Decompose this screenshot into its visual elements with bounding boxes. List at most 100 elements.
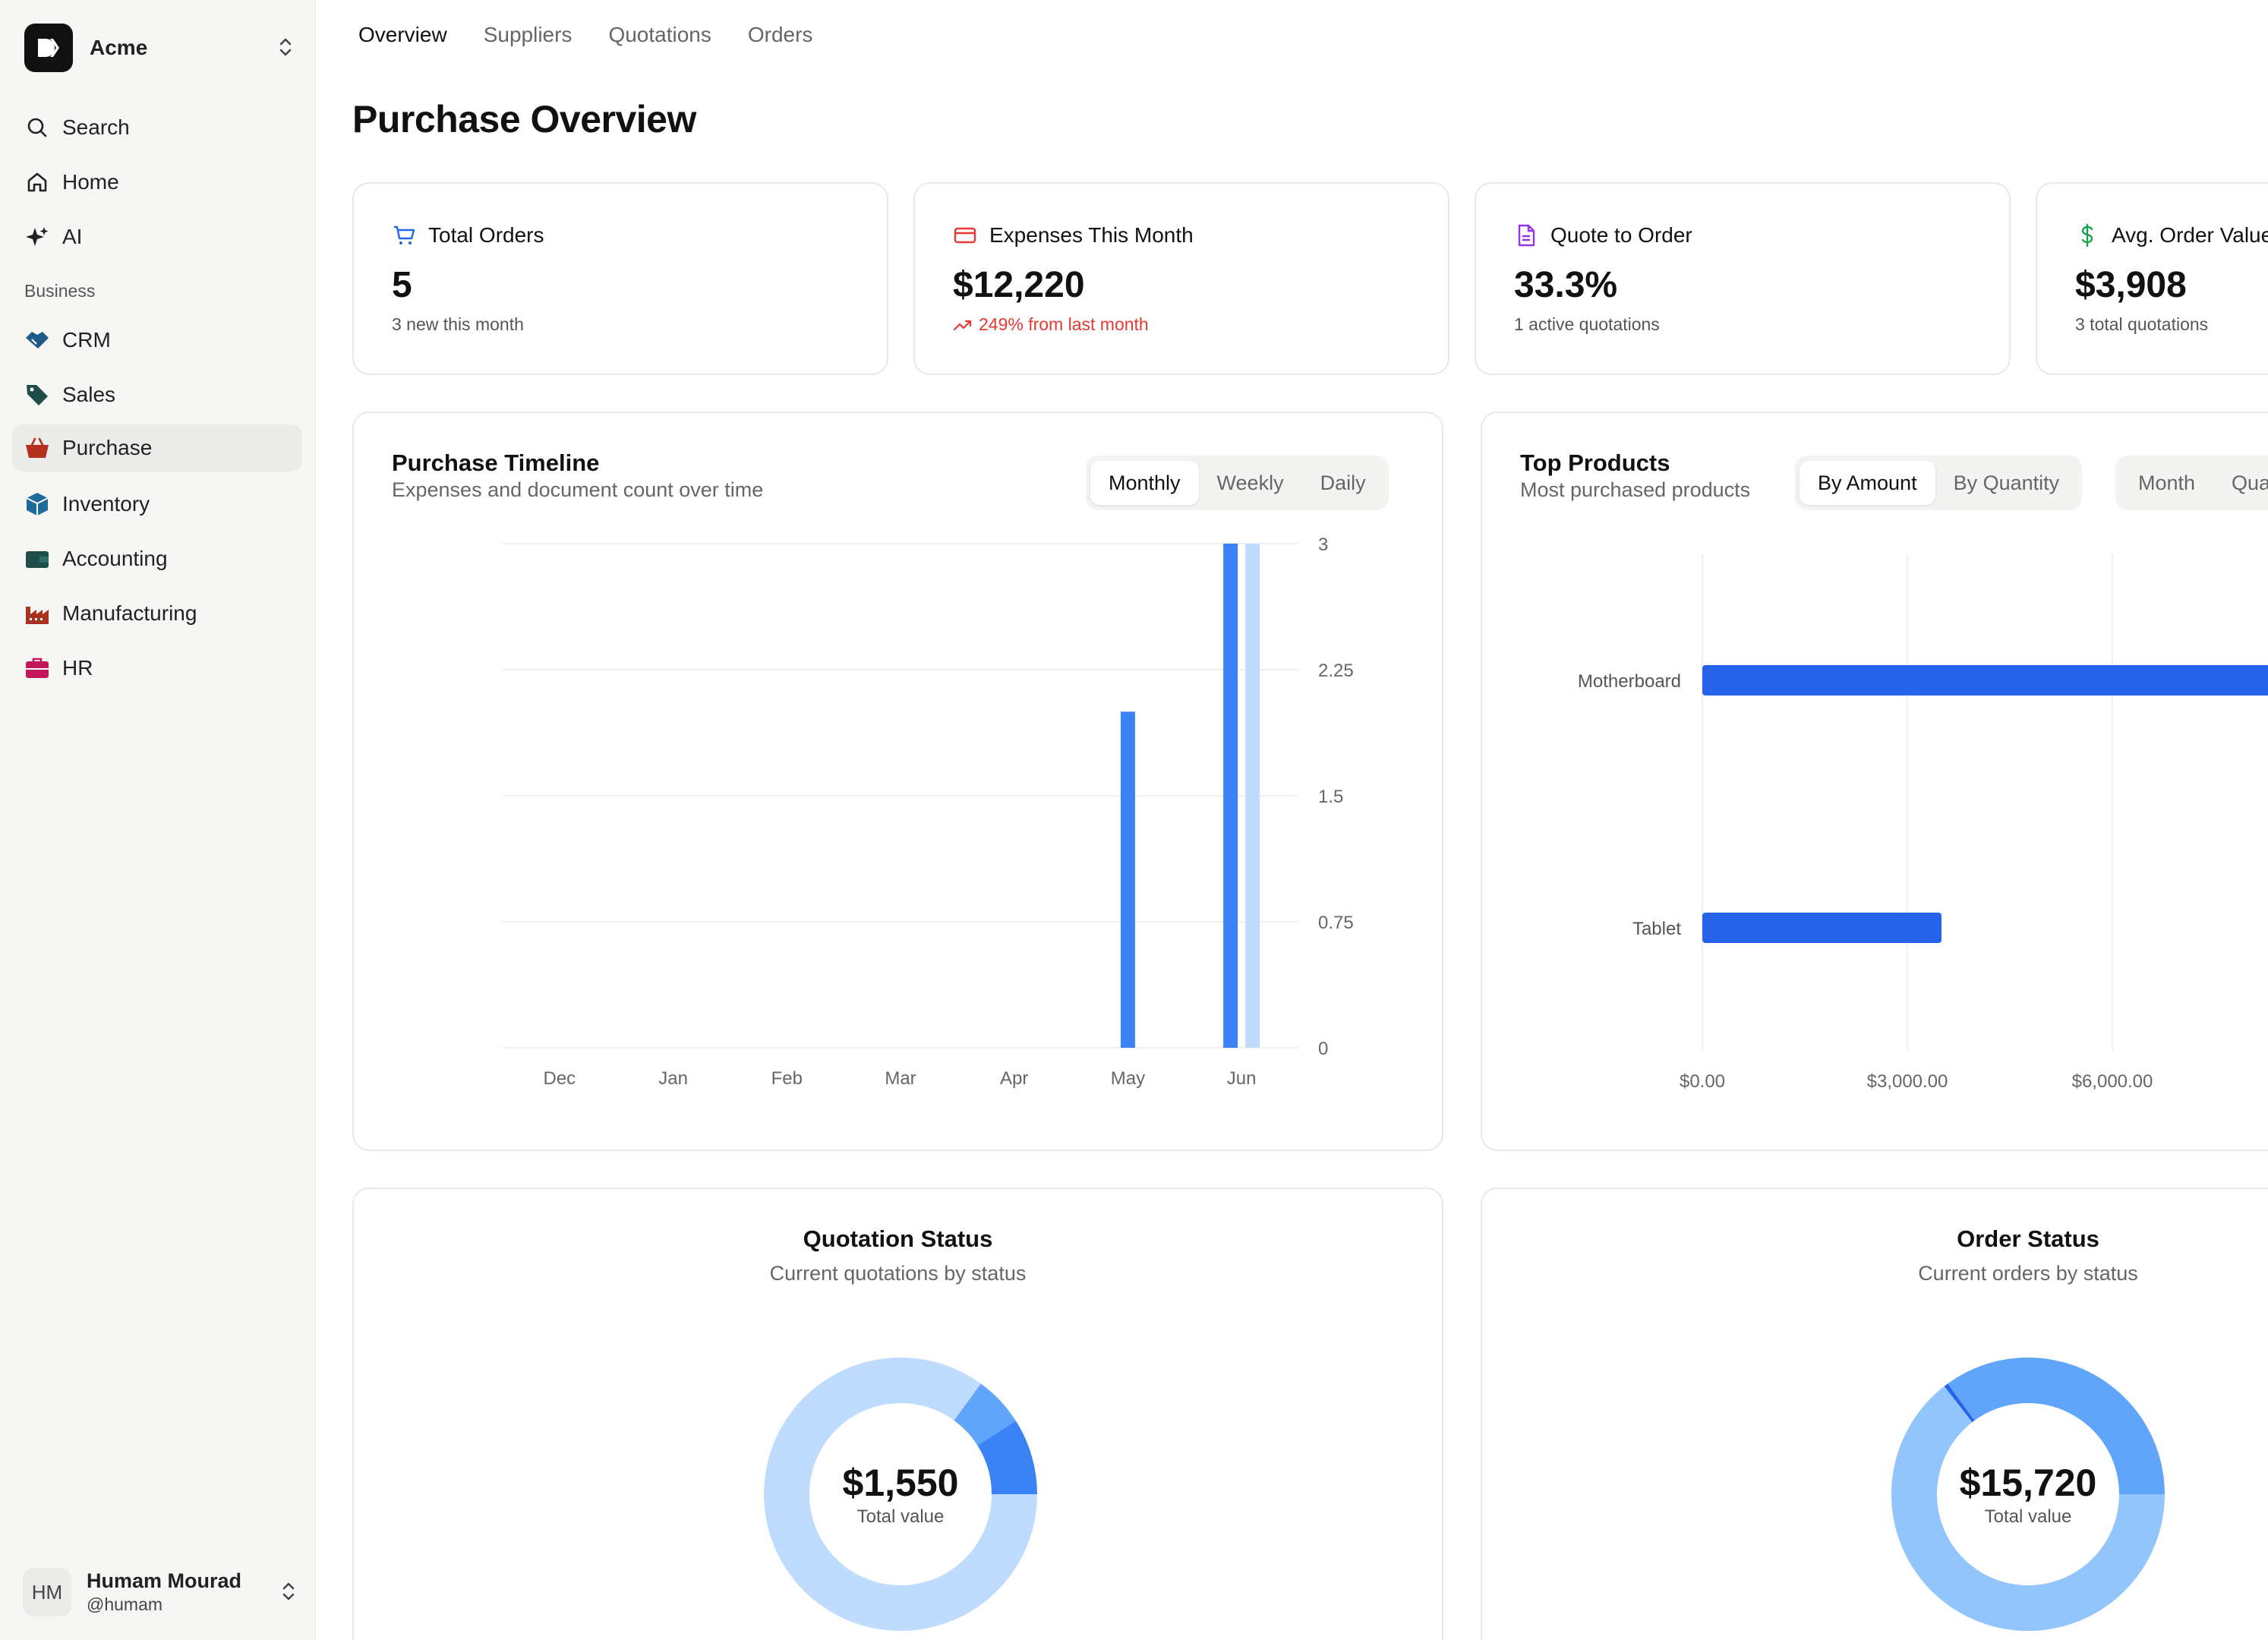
y-category-label: Motherboard: [1578, 671, 1681, 692]
chevron-updown-icon[interactable]: [273, 35, 298, 59]
panel-title: Quotation Status: [803, 1225, 993, 1252]
stat-value: $3,908: [2075, 265, 2187, 305]
top-products-panel: Top Products Most purchased products By …: [1481, 412, 2268, 1151]
panel-title: Purchase Timeline: [392, 449, 600, 476]
x-tick-label: Mar: [885, 1068, 916, 1089]
user-name: Humam Mourad: [87, 1569, 242, 1592]
box-icon: [24, 491, 50, 517]
order-status-panel: Order Status Current orders by status $1…: [1481, 1187, 2268, 1640]
sidebar-item-ai[interactable]: AI: [12, 213, 302, 260]
sidebar-item-label: Purchase: [62, 436, 153, 459]
document-icon: [1514, 223, 1538, 248]
user-menu[interactable]: HM Humam Mourad @humam: [23, 1564, 301, 1620]
credit-card-icon: [953, 223, 977, 248]
tab-overview[interactable]: Overview: [358, 23, 447, 46]
stat-sub: 3 total quotations: [2075, 314, 2209, 334]
stat-sub: 3 new this month: [392, 314, 524, 334]
sidebar-item-search[interactable]: Search: [12, 104, 302, 151]
sidebar-item-manufacturing[interactable]: Manufacturing: [12, 590, 302, 637]
page-title: Purchase Overview: [352, 98, 696, 140]
y-tick-label: 1.5: [1318, 787, 1343, 807]
donut-slice: [1948, 1358, 2165, 1494]
bar: [1245, 544, 1260, 1048]
x-tick-label: Feb: [771, 1068, 803, 1089]
briefcase-icon: [24, 655, 50, 681]
sidebar-item-home[interactable]: Home: [12, 159, 302, 206]
y-tick-label: 2.25: [1318, 661, 1354, 681]
x-tick-label: Dec: [544, 1068, 576, 1089]
bar: [1223, 544, 1238, 1048]
panel-subtitle: Current orders by status: [1918, 1262, 2138, 1285]
tab-suppliers[interactable]: Suppliers: [483, 23, 573, 46]
x-tick-label: Apr: [1000, 1068, 1028, 1089]
quotation-donut: $1,550 Total value: [762, 1356, 1039, 1632]
workspace-switcher[interactable]: Acme: [24, 23, 298, 73]
y-tick-label: 0.75: [1318, 913, 1354, 933]
tab-quotations[interactable]: Quotations: [608, 23, 711, 46]
stat-sub: 249% from last month: [979, 314, 1149, 334]
x-tick-label: $0.00: [1680, 1071, 1725, 1092]
x-tick-label: Jun: [1227, 1068, 1257, 1089]
user-handle: @humam: [87, 1594, 163, 1614]
x-tick-label: Jan: [658, 1068, 688, 1089]
period-toggle: Monthly Weekly Daily: [1086, 456, 1389, 510]
acme-logo: [24, 24, 73, 72]
wallet-icon: [24, 546, 50, 572]
panel-title: Order Status: [1957, 1225, 2099, 1252]
mode-by-amount[interactable]: By Amount: [1800, 461, 1935, 505]
stat-label: Expenses This Month: [989, 223, 1194, 247]
bar: [1702, 913, 1942, 943]
stat-label: Quote to Order: [1550, 223, 1692, 247]
sidebar-item-label: HR: [62, 656, 93, 680]
donut-total-value: $15,720: [1959, 1462, 2097, 1504]
sidebar-item-purchase[interactable]: Purchase: [12, 424, 302, 472]
chevron-updown-icon[interactable]: [276, 1579, 301, 1607]
sidebar-item-label: Sales: [62, 383, 116, 406]
top-products-bar-chart: $0.00 $3,000.00 $6,000.00 Motherboard Tablet: [1578, 554, 2268, 1092]
donut-slice: [1891, 1386, 2165, 1631]
basket-icon: [24, 435, 50, 461]
x-tick-label: $6,000.00: [2072, 1071, 2153, 1092]
x-tick-label: $3,000.00: [1867, 1071, 1948, 1092]
sidebar-item-sales[interactable]: Sales: [12, 371, 302, 418]
handshake-icon: [24, 327, 50, 353]
sidebar-item-inventory[interactable]: Inventory: [12, 481, 302, 528]
range-month[interactable]: Month: [2138, 471, 2196, 494]
mode-by-quantity[interactable]: By Quantity: [1953, 471, 2060, 494]
sidebar-item-label: AI: [62, 225, 83, 248]
period-daily[interactable]: Daily: [1320, 471, 1366, 494]
order-donut: $15,720 Total value: [1890, 1356, 2166, 1632]
stat-value: 33.3%: [1514, 265, 1618, 305]
sidebar-item-hr[interactable]: HR: [12, 645, 302, 692]
stat-sub: 1 active quotations: [1514, 314, 1660, 334]
panel-subtitle: Expenses and document count over time: [392, 478, 764, 501]
x-tick-label: May: [1111, 1068, 1145, 1089]
stat-card-total-orders: Total Orders 5 3 new this month: [352, 182, 888, 375]
y-tick-label: 0: [1318, 1039, 1328, 1059]
search-icon: [24, 115, 50, 140]
tag-icon: [24, 382, 50, 408]
trending-up-icon: [953, 317, 973, 333]
range-quarter[interactable]: Qua: [2232, 471, 2268, 494]
tab-orders[interactable]: Orders: [747, 23, 813, 46]
sidebar-item-crm[interactable]: CRM: [12, 317, 302, 364]
donut-total-label: Total value: [856, 1506, 945, 1527]
stat-card-expenses: Expenses This Month $12,220 249% from la…: [913, 182, 1449, 375]
stat-card-avg-order-value: Avg. Order Value $3,908 3 total quotatio…: [2036, 182, 2268, 375]
sidebar-item-label: CRM: [62, 328, 111, 352]
sidebar-item-accounting[interactable]: Accounting: [12, 535, 302, 582]
stat-card-quote-to-order: Quote to Order 33.3% 1 active quotations: [1475, 182, 2011, 375]
donut-slice: [764, 1358, 1037, 1631]
period-monthly[interactable]: Monthly: [1090, 461, 1199, 505]
sidebar-item-label: Search: [62, 115, 130, 139]
period-weekly[interactable]: Weekly: [1216, 471, 1284, 494]
bar: [1120, 711, 1135, 1048]
donut-total-value: $1,550: [842, 1462, 959, 1504]
panel-subtitle: Most purchased products: [1520, 478, 1751, 501]
dollar-icon: [2075, 223, 2099, 248]
sidebar: Acme Search Home AI Business CRM Sales P…: [0, 0, 316, 1640]
y-category-label: Tablet: [1632, 919, 1681, 939]
sidebar-item-label: Manufacturing: [62, 601, 197, 625]
stat-value: 5: [392, 265, 412, 305]
sidebar-item-label: Accounting: [62, 547, 168, 570]
